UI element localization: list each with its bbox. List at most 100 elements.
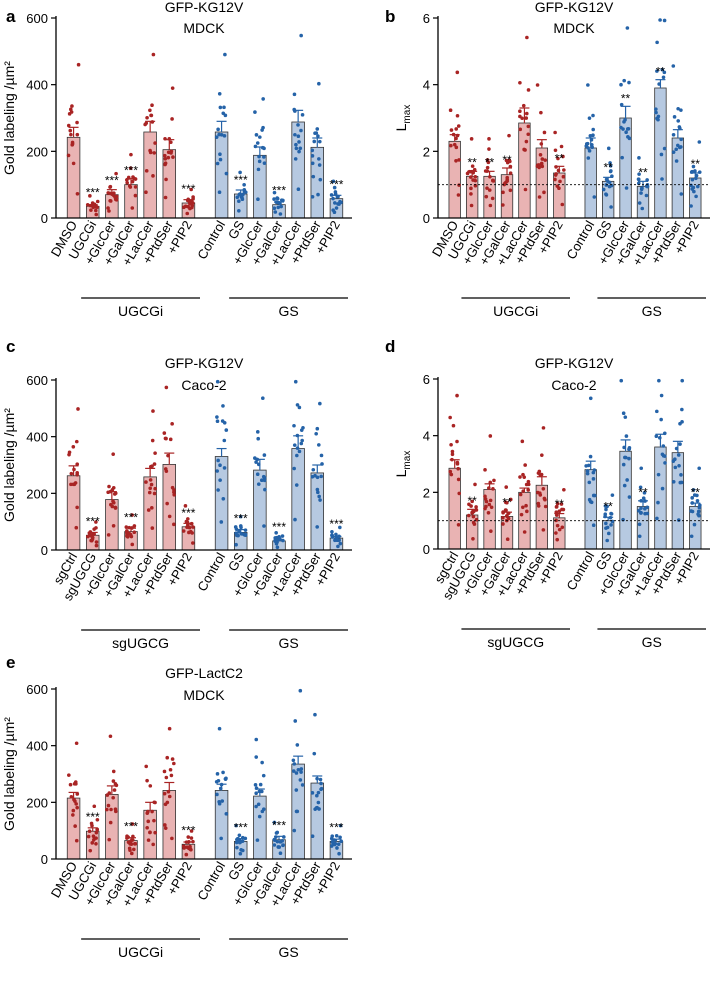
data-point [129,851,134,856]
data-point [92,804,97,809]
data-point [695,498,700,503]
data-point [292,423,296,428]
data-point [603,504,608,508]
data-point [312,751,317,756]
data-point [456,522,461,527]
y-tick-label: 600 [26,11,48,26]
group-label: sgUGCG [112,635,169,651]
data-point [172,492,176,497]
data-point [166,155,171,160]
data-point [310,161,315,166]
data-point [262,155,266,159]
data-point [604,192,608,196]
data-point [172,761,176,766]
data-point [130,179,135,184]
data-point [163,467,168,471]
data-point [237,199,241,204]
panel-b: b GFP-KG12VMDCKLmaxDMSO**UGCGi**+GlcCer**… [385,0,710,319]
significance-label: *** [124,164,138,178]
data-point [127,531,131,536]
data-point [521,505,525,510]
data-point [587,149,592,153]
data-point [609,523,613,527]
chart-subtitle: MDCK [183,687,225,703]
data-point [604,507,608,512]
data-point [591,477,596,481]
data-point [150,526,155,530]
data-point [295,446,300,450]
data-point [501,515,505,520]
data-point [491,178,495,183]
data-point [107,209,111,213]
data-point [608,161,612,165]
data-point [310,154,315,158]
data-point [557,527,562,532]
data-point [106,803,111,808]
data-point [523,187,528,192]
data-point [487,137,491,141]
data-point [71,808,76,813]
data-point [518,492,523,497]
data-point [277,845,282,849]
data-point [470,499,474,504]
data-point [471,514,476,519]
data-point [238,170,242,175]
data-point [69,471,74,476]
data-point [586,146,590,150]
data-point [331,196,335,201]
data-point [474,505,478,509]
data-point [253,783,258,787]
data-point [553,130,557,135]
data-point [219,520,224,524]
data-point [623,118,627,122]
data-point [489,505,494,510]
data-point [471,537,475,541]
data-point [153,830,157,835]
data-point [450,452,455,457]
data-point [162,431,167,435]
data-point [162,769,167,774]
data-point [655,516,659,521]
data-point [255,838,260,842]
y-tick-label: 0 [41,852,48,867]
data-point [91,834,96,839]
data-point [317,157,321,161]
data-point [627,447,631,452]
data-point [108,184,113,189]
data-point [189,829,194,833]
data-point [469,504,473,508]
bar-0 [66,136,81,219]
y-axis-label: Gold labeling /µm² [1,717,17,831]
data-point [169,773,174,778]
significance-label: ** [502,153,512,167]
data-point [291,758,296,763]
data-point [243,532,248,536]
data-point [691,164,696,169]
data-point [339,839,344,844]
data-point [690,177,695,182]
group-label: UGCGi [493,303,538,319]
data-point [316,134,320,138]
data-point [300,113,305,117]
data-point [455,439,459,444]
data-point [333,201,337,205]
significance-label: *** [234,511,248,525]
data-point [519,512,524,517]
data-point [537,165,541,170]
data-point [241,192,245,197]
y-tick-label: 400 [26,78,48,93]
data-point [336,544,340,549]
data-point [315,475,320,480]
data-point [70,104,74,108]
data-point [524,503,528,508]
data-point [74,741,79,746]
data-point [637,522,642,527]
data-point [189,848,193,852]
data-point [218,105,223,110]
chart-title: GFP-LactC2 [165,665,243,681]
data-point [152,151,157,155]
data-point [524,111,529,116]
data-point [71,813,75,817]
data-point [555,523,560,528]
data-point [554,504,559,509]
